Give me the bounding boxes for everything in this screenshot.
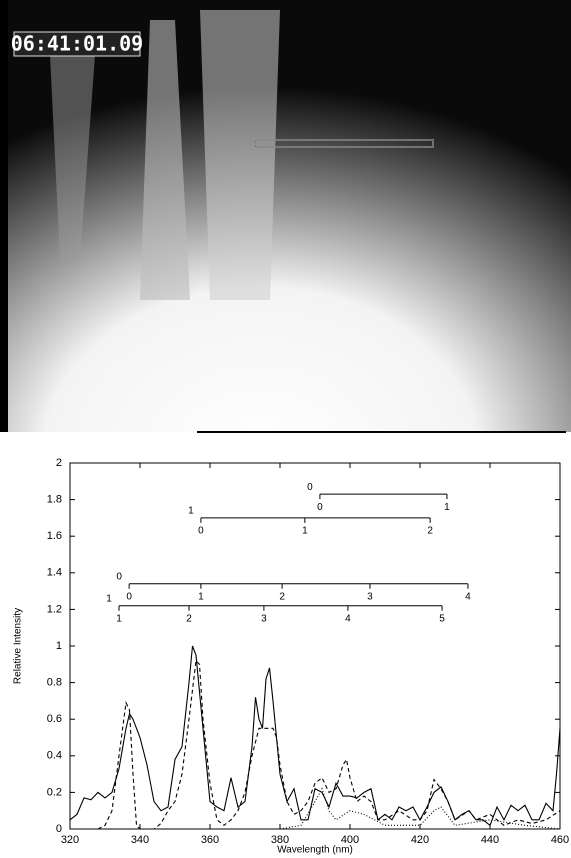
x-axis-label: Wavelength (nm) xyxy=(277,845,353,856)
timestamp: 06:41:01.09 xyxy=(11,32,143,56)
y-tick-label: 1.2 xyxy=(47,603,62,615)
y-tick-label: 0 xyxy=(56,823,62,835)
series-line xyxy=(70,659,561,830)
x-tick-label: 420 xyxy=(411,834,429,846)
ladder-tick-label: 2 xyxy=(186,613,192,624)
y-tick-label: 1.4 xyxy=(47,567,62,579)
x-tick-label: 380 xyxy=(271,834,289,846)
ladder-label: 0 xyxy=(307,482,313,493)
ladder-tick-label: 2 xyxy=(427,526,433,537)
ladder-tick-label: 5 xyxy=(439,613,445,624)
y-tick-label: 1.8 xyxy=(47,494,62,506)
y-tick-label: 1.6 xyxy=(47,530,62,542)
series-line xyxy=(69,645,561,827)
ladder-tick-label: 0 xyxy=(198,526,204,537)
ladder-label: 1 xyxy=(188,506,194,517)
ladder-tick-label: 3 xyxy=(367,591,373,602)
ladder-tick-label: 0 xyxy=(317,502,323,513)
x-tick-label: 460 xyxy=(551,834,569,846)
ladder-tick-label: 4 xyxy=(345,613,351,624)
y-tick-label: 0.2 xyxy=(47,786,62,798)
ladder-tick-label: 0 xyxy=(126,591,132,602)
x-tick-label: 340 xyxy=(131,834,149,846)
ladder-tick-label: 1 xyxy=(116,613,122,624)
ladder-tick-label: 3 xyxy=(261,613,267,624)
x-tick-label: 320 xyxy=(61,834,79,846)
y-axis-label: Relative Intensity xyxy=(13,608,24,684)
y-tick-label: 0.6 xyxy=(47,713,62,725)
photo: 06:41:01.09 xyxy=(0,0,571,433)
ladder-tick-label: 1 xyxy=(444,502,450,513)
ladder-label: 0 xyxy=(116,571,122,582)
x-tick-label: 440 xyxy=(481,834,499,846)
ladder-tick-label: 1 xyxy=(198,591,204,602)
y-tick-label: 2 xyxy=(56,457,62,469)
ladder-label: 1 xyxy=(106,593,112,604)
x-tick-label: 360 xyxy=(201,834,219,846)
ladder-tick-label: 2 xyxy=(279,591,285,602)
ladder-tick-label: 1 xyxy=(302,526,308,537)
y-tick-label: 0.4 xyxy=(47,750,62,762)
x-tick-label: 400 xyxy=(341,834,359,846)
y-tick-label: 1 xyxy=(56,640,62,652)
y-tick-label: 0.8 xyxy=(47,677,62,689)
ladder-tick-label: 4 xyxy=(465,591,471,602)
series-line xyxy=(279,787,561,830)
